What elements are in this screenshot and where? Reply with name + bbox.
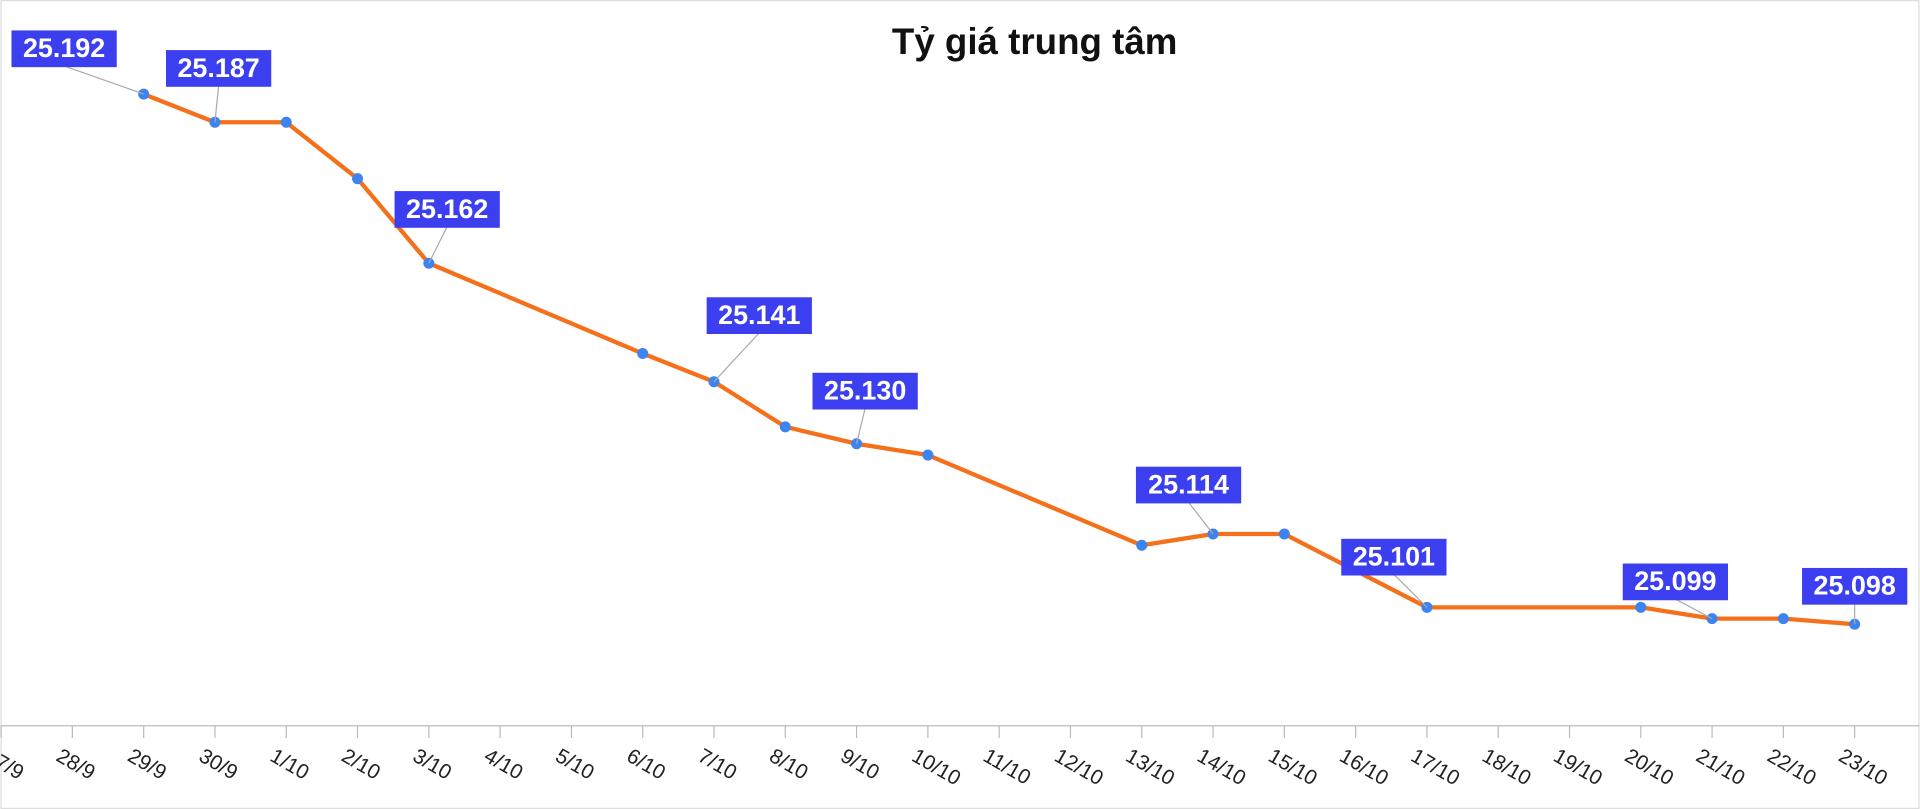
line-segment <box>783 424 859 446</box>
leader-line <box>428 226 448 264</box>
data-label: 25.192 <box>23 33 105 63</box>
point <box>637 348 649 360</box>
line-segment <box>1638 605 1715 621</box>
point <box>1136 539 1148 551</box>
point <box>1635 601 1647 613</box>
label-box <box>812 372 918 410</box>
point <box>1849 618 1861 630</box>
label-box <box>706 297 812 334</box>
leader-line <box>855 408 866 444</box>
data-label: 25.114 <box>1148 469 1229 499</box>
label-box <box>11 30 117 68</box>
point <box>280 116 292 128</box>
line-segment <box>1781 616 1857 627</box>
leader-line <box>1393 573 1428 608</box>
point <box>779 421 791 433</box>
leader-line <box>214 85 220 123</box>
line-segment <box>925 452 1144 548</box>
data-label: 25.141 <box>718 300 800 330</box>
point <box>922 449 934 461</box>
point <box>1207 528 1219 540</box>
point <box>1777 613 1789 625</box>
line-segment <box>141 91 218 125</box>
point <box>1278 528 1290 540</box>
label-box <box>1622 563 1728 601</box>
point <box>352 173 364 185</box>
data-label: 25.099 <box>1634 566 1716 596</box>
data-label: 25.187 <box>177 53 259 83</box>
label-box <box>1135 466 1242 504</box>
data-label: 25.101 <box>1353 541 1435 571</box>
line-segment <box>355 176 431 266</box>
data-label: 25.098 <box>1814 571 1896 601</box>
leader-line <box>1188 501 1214 535</box>
point <box>138 88 150 100</box>
line-segment <box>1139 531 1216 548</box>
line-segment <box>640 351 717 384</box>
leader-line <box>63 65 144 95</box>
line-segment <box>854 441 931 458</box>
data-label: 25.162 <box>406 194 488 224</box>
line-segment <box>426 261 645 356</box>
label-box <box>394 191 500 228</box>
label-box <box>1341 538 1447 576</box>
chart-title: Tỷ giá trung tâm <box>892 21 1177 62</box>
leader-line <box>713 332 760 383</box>
data-label: 25.130 <box>824 375 906 405</box>
line-segment <box>284 120 360 181</box>
label-box <box>165 50 272 87</box>
label-box <box>1802 567 1908 605</box>
leader-line <box>1675 598 1713 620</box>
line-segment <box>711 379 788 429</box>
